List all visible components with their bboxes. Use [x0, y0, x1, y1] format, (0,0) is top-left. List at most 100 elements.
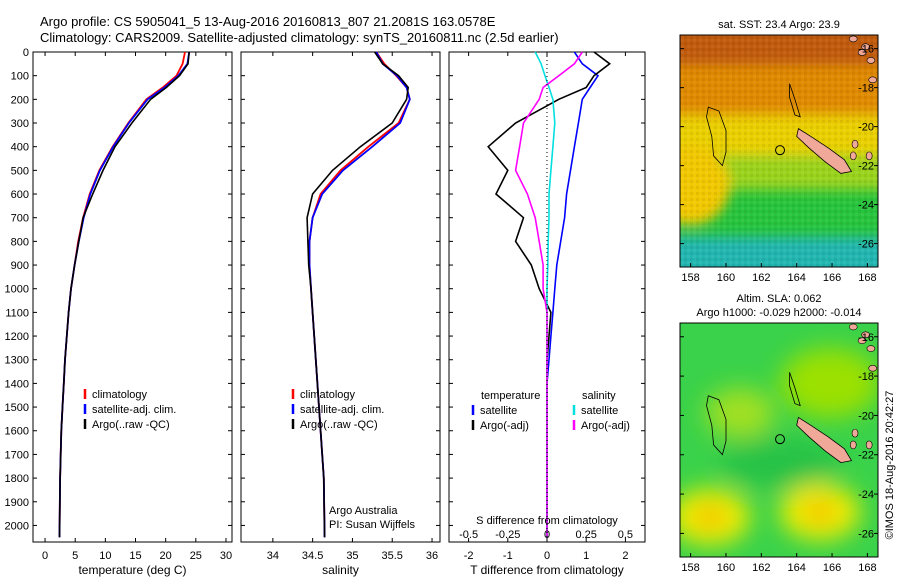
series-line-2 — [306, 51, 410, 538]
series-line-3 — [514, 51, 583, 538]
sla-peak — [804, 502, 836, 522]
x-tick-label: 162 — [752, 272, 770, 284]
x-tick-label: 5 — [72, 550, 78, 562]
y-tick-label: 0 — [23, 47, 29, 59]
y-tick-label: -16 — [858, 332, 874, 344]
x-axis-label: salinity — [322, 563, 359, 577]
x-tick-label: 35.5 — [382, 550, 403, 562]
y-tick-label: 1000 — [5, 284, 29, 296]
map-title: Altim. SLA: 0.062 — [737, 293, 822, 305]
y-tick-label: 1700 — [5, 449, 29, 461]
island-vanuatu — [857, 337, 867, 344]
x-tick-label: 0 — [42, 550, 48, 562]
x-tick-label: 158 — [681, 562, 699, 574]
legend-heading: salinity — [582, 390, 616, 402]
legend-label: satellite-adj. clim. — [300, 404, 384, 416]
island-loyalty — [865, 151, 873, 161]
y-tick-label: 900 — [11, 260, 29, 272]
sla-mid — [780, 348, 878, 418]
y-tick-label: -18 — [858, 371, 874, 383]
island-loyalty — [851, 428, 859, 438]
y-tick-label: 500 — [11, 165, 29, 177]
x-tick-label: 10 — [99, 550, 111, 562]
x-tick-label: 25 — [190, 550, 202, 562]
island-loyalty — [849, 151, 857, 161]
island-vanuatu — [868, 364, 877, 372]
x-tick-label: 162 — [752, 562, 770, 574]
x-axis-label-top: S difference from climatology — [476, 515, 618, 527]
y-tick-label: -20 — [858, 410, 874, 422]
annotation-line: Argo Australia — [329, 505, 398, 517]
legend-label: Argo(..raw -QC) — [300, 419, 378, 431]
island-vanuatu — [857, 49, 867, 56]
x-tick-label: 164 — [787, 272, 805, 284]
sla-peak — [694, 507, 726, 527]
reef-outline — [706, 106, 727, 167]
y-tick-label: 1500 — [5, 402, 29, 414]
map-title: sat. SST: 23.4 Argo: 23.9 — [718, 19, 840, 31]
y-tick-label: -18 — [858, 83, 874, 95]
map-field — [680, 323, 878, 557]
map-field — [680, 35, 878, 267]
sla-mid — [705, 388, 775, 438]
x-tick-label: 36 — [426, 550, 438, 562]
y-tick-label: 1600 — [5, 426, 29, 438]
y-tick-label: 2000 — [5, 520, 29, 532]
profile-location-marker — [775, 145, 786, 156]
panel-temperature: 0100200300400500600700800900100011001200… — [5, 47, 233, 577]
x-tick-label: 160 — [717, 562, 735, 574]
island-vanuatu — [848, 35, 858, 43]
x-axis-label: temperature (deg C) — [78, 563, 186, 577]
y-tick-label: -22 — [858, 450, 874, 462]
island-vanuatu — [866, 57, 876, 64]
island-new-caledonia — [796, 127, 853, 174]
x-tick-label: 168 — [858, 272, 876, 284]
x-tick-label-salinity: 0.5 — [618, 529, 633, 541]
legend-label: Argo(..raw -QC) — [92, 419, 170, 431]
x-tick-label: 34 — [267, 550, 279, 562]
legend-label: satellite-adj. clim. — [92, 404, 176, 416]
y-tick-label: 200 — [11, 94, 29, 106]
field-blobs — [680, 348, 878, 545]
legend-heading: temperature — [481, 390, 540, 402]
island-vanuatu — [848, 323, 858, 331]
y-tick-label: -24 — [858, 489, 874, 501]
panel-salinity: 34 34.5 35 35.5 36 salinity climatology satelli… — [240, 51, 441, 577]
map-frame — [679, 34, 879, 268]
island-new-caledonia — [796, 416, 853, 464]
island-loyalty — [865, 440, 873, 450]
map-frame — [679, 322, 879, 558]
x-tick-label: 1 — [583, 550, 589, 562]
y-tick-label: 1100 — [5, 307, 29, 319]
y-tick-label: 1800 — [5, 473, 29, 485]
island-vanuatu — [868, 76, 877, 84]
x-tick-label: 166 — [823, 562, 841, 574]
map-map-sla: 158 160 162 164 166 168 -16 -18 -20 -22 -24 -26 Alti… — [679, 293, 879, 574]
x-tick-label: 20 — [160, 550, 172, 562]
y-tick-label: 700 — [11, 213, 29, 225]
y-tick-label: -22 — [858, 161, 874, 173]
map-map-sst: 158 160 162 164 166 168 -16 -18 -20 -22 -24 -26 sat.… — [679, 19, 879, 284]
x-tick-label-salinity: 0 — [544, 529, 550, 541]
panel-difference: -2 -1 0 1 2T difference from climatology -0.5… — [448, 51, 646, 577]
plot-frame — [240, 51, 441, 543]
texture — [680, 35, 878, 267]
y-tick-label: -16 — [858, 44, 874, 56]
y-tick-label: -26 — [858, 528, 874, 540]
credit-text: ©IMOS 18-Aug-2016 20:42:27 — [884, 391, 896, 540]
y-tick-label: 400 — [11, 142, 29, 154]
y-tick-label: 300 — [11, 118, 29, 130]
y-tick-label: 1900 — [5, 497, 29, 509]
y-tick-label: 1400 — [5, 378, 29, 390]
y-tick-label: -20 — [858, 122, 874, 134]
x-tick-label: 35 — [346, 550, 358, 562]
x-tick-label: 168 — [858, 562, 876, 574]
y-tick-label: -26 — [858, 239, 874, 251]
x-axis-label: T difference from climatology — [470, 563, 624, 577]
legend-label: Argo(-adj) — [581, 420, 630, 432]
x-tick-label-salinity: 0.25 — [575, 529, 596, 541]
island-loyalty — [849, 440, 857, 450]
y-tick-label: -24 — [858, 200, 874, 212]
legend-label: satellite — [480, 405, 517, 417]
